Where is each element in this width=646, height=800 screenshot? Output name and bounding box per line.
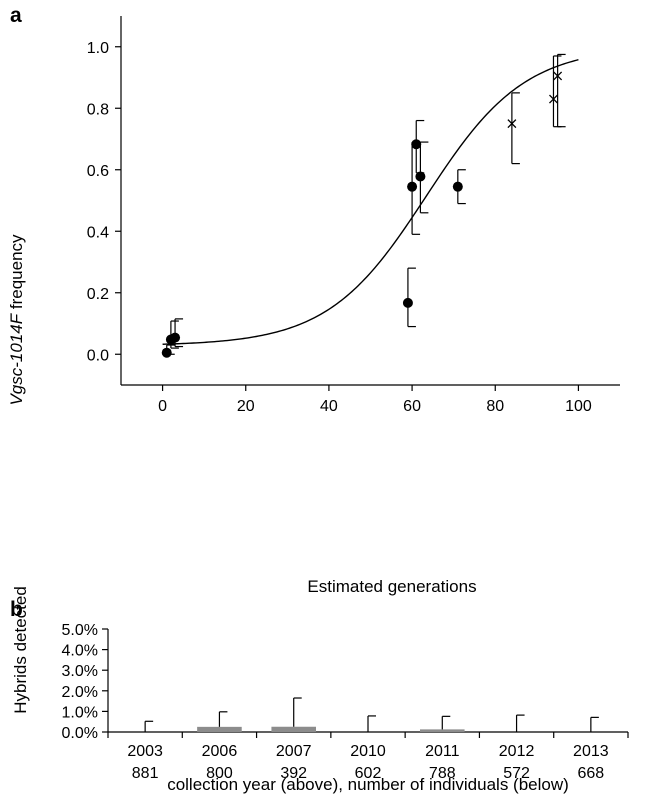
panel-b-year-label: 2003 [127, 743, 163, 760]
panel-a-y-tick-label: 1.0 [87, 40, 109, 57]
panel-b-sample-size-label: 668 [578, 765, 605, 782]
panel-b-bar [420, 729, 465, 732]
panel-a-point-circle [170, 332, 181, 343]
panel-b-axes: 0.0% 1.0% 2.0% 3.0% 4.0% 5.0% [62, 622, 629, 742]
panel-a-axes: 0 20 40 60 80 100 0.0 0.2 0.4 0.6 0.8 1.0 [87, 16, 620, 415]
panel-b-year-label: 2011 [425, 743, 460, 760]
panel-b-y-tick-label: 2.0% [62, 684, 98, 701]
panel-a-point-cross [507, 119, 517, 129]
panel-a-x-tick-label: 40 [320, 398, 338, 415]
panel-b-sample-size-label: 602 [355, 765, 382, 782]
panel-b-letter: b [10, 598, 23, 621]
panel-a-y-tick-label: 0.2 [87, 286, 109, 303]
panel-a-x-tick-label: 20 [237, 398, 255, 415]
panel-a-y-axis-label-rest: frequency [7, 234, 26, 314]
panel-a-data-points [161, 53, 566, 358]
panel-b-bar-chart: b Hybrids detected collection year (abov… [10, 586, 629, 794]
panel-a-x-axis-label: Estimated generations [307, 577, 476, 596]
panel-b-x-axis-label: collection year (above), number of indiv… [167, 775, 569, 794]
panel-a-point-circle [452, 181, 463, 192]
panel-a-point-circle [407, 181, 418, 192]
panel-a-letter: a [10, 4, 22, 27]
panel-a-x-tick-label: 0 [158, 398, 167, 415]
panel-a-y-tick-label: 0.6 [87, 163, 109, 180]
panel-b-bars: 2003 881 2006 800 2007 392 2010 602 2011 788 2012 5… [127, 697, 609, 782]
panel-b-sample-size-label: 572 [503, 765, 530, 782]
panel-b-bar [271, 726, 316, 732]
panel-b-y-tick-label: 0.0% [62, 725, 98, 742]
panel-a-point-circle [402, 297, 413, 308]
panel-a-point-circle [161, 347, 172, 358]
panel-a-point-cross [553, 71, 563, 81]
panel-a-point-cross [549, 94, 558, 104]
panel-b-bar [197, 726, 242, 732]
panel-b-y-axis-label: Hybrids detected [11, 586, 30, 714]
panel-b-year-label: 2013 [573, 743, 609, 760]
panel-a-x-tick-label: 60 [403, 398, 421, 415]
panel-b-sample-size-label: 881 [132, 765, 159, 782]
panel-b-sample-size-label: 800 [206, 765, 233, 782]
panel-a-y-axis-label: Vgsc-1014F frequency [7, 234, 26, 406]
panel-a-scatter-chart: a Estimated generations Vgsc-1014F frequ… [7, 4, 620, 596]
panel-a-y-tick-label: 0.4 [87, 224, 109, 241]
panel-b-year-label: 2006 [202, 743, 238, 760]
panel-a-fit-curve-group [162, 59, 579, 345]
panel-b-y-tick-label: 3.0% [62, 663, 98, 680]
panel-b-year-label: 2007 [276, 743, 312, 760]
panel-b-y-tick-label: 4.0% [62, 643, 98, 660]
panel-a-y-tick-label: 0.8 [87, 101, 109, 118]
panel-a-x-tick-label: 80 [486, 398, 504, 415]
panel-b-y-tick-label: 1.0% [62, 704, 98, 721]
panel-a-y-axis-label-gene: Vgsc-1014F [7, 312, 26, 405]
panel-a-point-circle [415, 171, 426, 182]
panel-b-sample-size-label: 788 [429, 765, 456, 782]
panel-a-fit-curve [162, 59, 579, 345]
panel-b-year-label: 2012 [499, 743, 535, 760]
panel-a-x-tick-label: 100 [565, 398, 592, 415]
panel-b-year-label: 2010 [350, 743, 386, 760]
panel-a-point-circle [411, 139, 422, 150]
panel-b-y-tick-label: 5.0% [62, 622, 98, 639]
panel-b-sample-size-label: 392 [280, 765, 307, 782]
panel-a-y-tick-label: 0.0 [87, 347, 109, 364]
